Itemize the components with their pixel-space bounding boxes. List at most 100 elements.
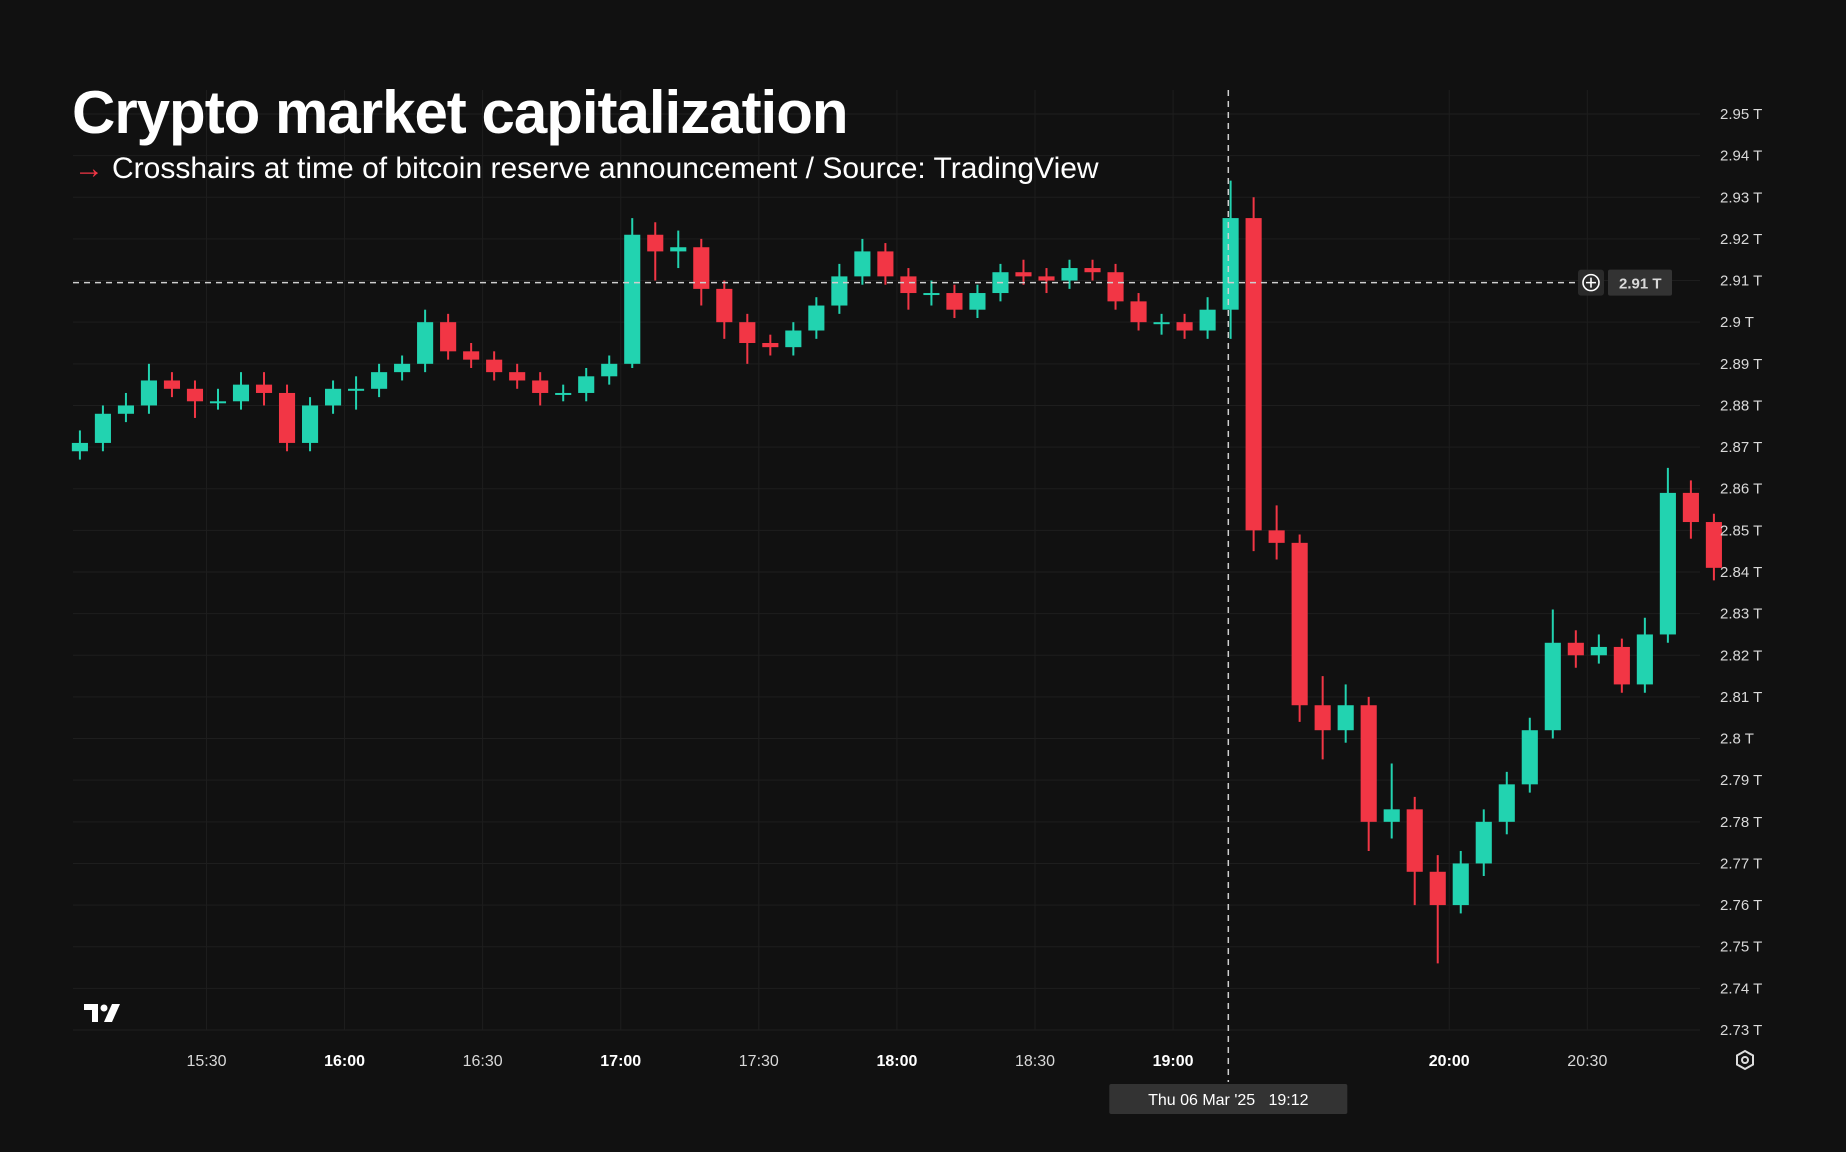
candle: [1544, 609, 1561, 739]
candle: [94, 405, 111, 452]
candle: [1107, 263, 1124, 310]
arrow-icon: →: [74, 152, 104, 185]
x-tick-label: 18:30: [1015, 1053, 1055, 1070]
candle: [1521, 717, 1538, 793]
candle: [186, 380, 204, 418]
candle-body: [1199, 309, 1216, 331]
crosshair-value-box: [1608, 269, 1672, 296]
candle: [1015, 259, 1032, 285]
candle: [1268, 505, 1285, 560]
y-tick-label: 2.9 T: [1720, 314, 1754, 331]
y-tick-label: 2.91 T: [1720, 273, 1762, 290]
gear-icon[interactable]: [1733, 1048, 1757, 1077]
candle: [831, 263, 848, 314]
candle-body: [762, 343, 779, 348]
candle-body: [348, 388, 365, 391]
candle: [1222, 180, 1239, 339]
candle: [1245, 197, 1262, 552]
candle-body: [1038, 276, 1055, 281]
candle: [71, 430, 88, 460]
candle-body: [1544, 642, 1561, 731]
candle: [1383, 763, 1400, 839]
candle: [578, 367, 595, 402]
candle: [1429, 855, 1446, 964]
subtitle-text: Crosshairs at time of bitcoin reserve an…: [112, 152, 1099, 185]
candle-body: [555, 392, 572, 395]
y-tick-label: 2.92 T: [1720, 231, 1762, 248]
candle: [232, 372, 250, 410]
candle-body: [1107, 272, 1124, 302]
y-tick-label: 2.93 T: [1720, 189, 1762, 206]
candle: [877, 243, 894, 285]
candle: [1360, 696, 1377, 851]
candle-body: [117, 405, 134, 414]
candle: [1061, 259, 1078, 289]
candle-body: [509, 372, 526, 381]
candle-body: [301, 405, 319, 443]
candle-body: [946, 293, 963, 310]
candle-body: [1245, 218, 1262, 531]
candle: [601, 355, 618, 385]
candle: [348, 376, 365, 410]
candle: [739, 313, 756, 364]
candle: [1038, 268, 1055, 294]
candle-body: [1475, 821, 1492, 864]
candle-body: [601, 363, 618, 377]
candle: [1406, 796, 1423, 906]
candle: [969, 284, 986, 319]
candle: [1314, 676, 1331, 760]
y-tick-label: 2.8 T: [1720, 731, 1754, 748]
candle-body: [647, 234, 664, 252]
candle-body: [1659, 492, 1676, 635]
y-tick-label: 2.73 T: [1720, 1022, 1762, 1039]
candle-body: [1314, 705, 1331, 731]
x-tick-label: 20:00: [1429, 1053, 1470, 1070]
candle: [1682, 480, 1699, 539]
candle: [140, 363, 158, 414]
candle-body: [831, 276, 848, 306]
plus-icon: [1586, 277, 1596, 288]
x-tick-label: 19:00: [1153, 1053, 1194, 1070]
chart-title: Crypto market capitalization: [72, 79, 849, 146]
x-axis: 15:30 16:00 16:30 17:00 17:30 18:00 18:30 19:00…: [186, 1053, 1607, 1070]
candle-body: [854, 251, 871, 277]
x-tick-label: 18:00: [876, 1053, 917, 1070]
y-axis: 2.95 T 2.94 T 2.93 T 2.92 T 2.91 T 2.9 T 2.89 …: [1720, 106, 1762, 1039]
candle-body: [186, 388, 204, 402]
candle-body: [371, 372, 388, 389]
candle-body: [693, 247, 710, 289]
x-tick-label: 16:00: [324, 1053, 365, 1070]
y-tick-label: 2.83 T: [1720, 606, 1762, 623]
candle: [463, 343, 480, 368]
candle-body: [808, 305, 825, 331]
candle: [1567, 630, 1584, 668]
candle: [417, 309, 434, 373]
y-tick-label: 2.85 T: [1720, 522, 1762, 539]
candles: [71, 180, 1722, 964]
y-tick-label: 2.86 T: [1720, 481, 1762, 498]
y-tick-label: 2.81 T: [1720, 689, 1762, 706]
candle: [255, 372, 273, 406]
candle: [1176, 313, 1193, 339]
crosshair-time-box: [1109, 1084, 1348, 1114]
candle-body: [670, 247, 687, 252]
candle: [923, 280, 940, 306]
candle-body: [394, 363, 411, 373]
candle-body: [877, 251, 894, 277]
candle-body: [1130, 301, 1147, 323]
candle: [486, 351, 503, 381]
candle: [532, 372, 549, 406]
candle: [509, 363, 526, 389]
crosshair-value-label: 2.91 T: [1619, 276, 1662, 293]
y-tick-label: 2.94 T: [1720, 148, 1762, 165]
grid: [73, 90, 1700, 1031]
candle: [762, 334, 779, 356]
candle-body: [1360, 705, 1377, 822]
candle: [301, 397, 319, 452]
candle-body: [71, 442, 88, 452]
y-tick-label: 2.75 T: [1720, 939, 1762, 956]
candle: [716, 280, 733, 339]
candle: [325, 380, 342, 414]
candle: [1705, 513, 1722, 581]
